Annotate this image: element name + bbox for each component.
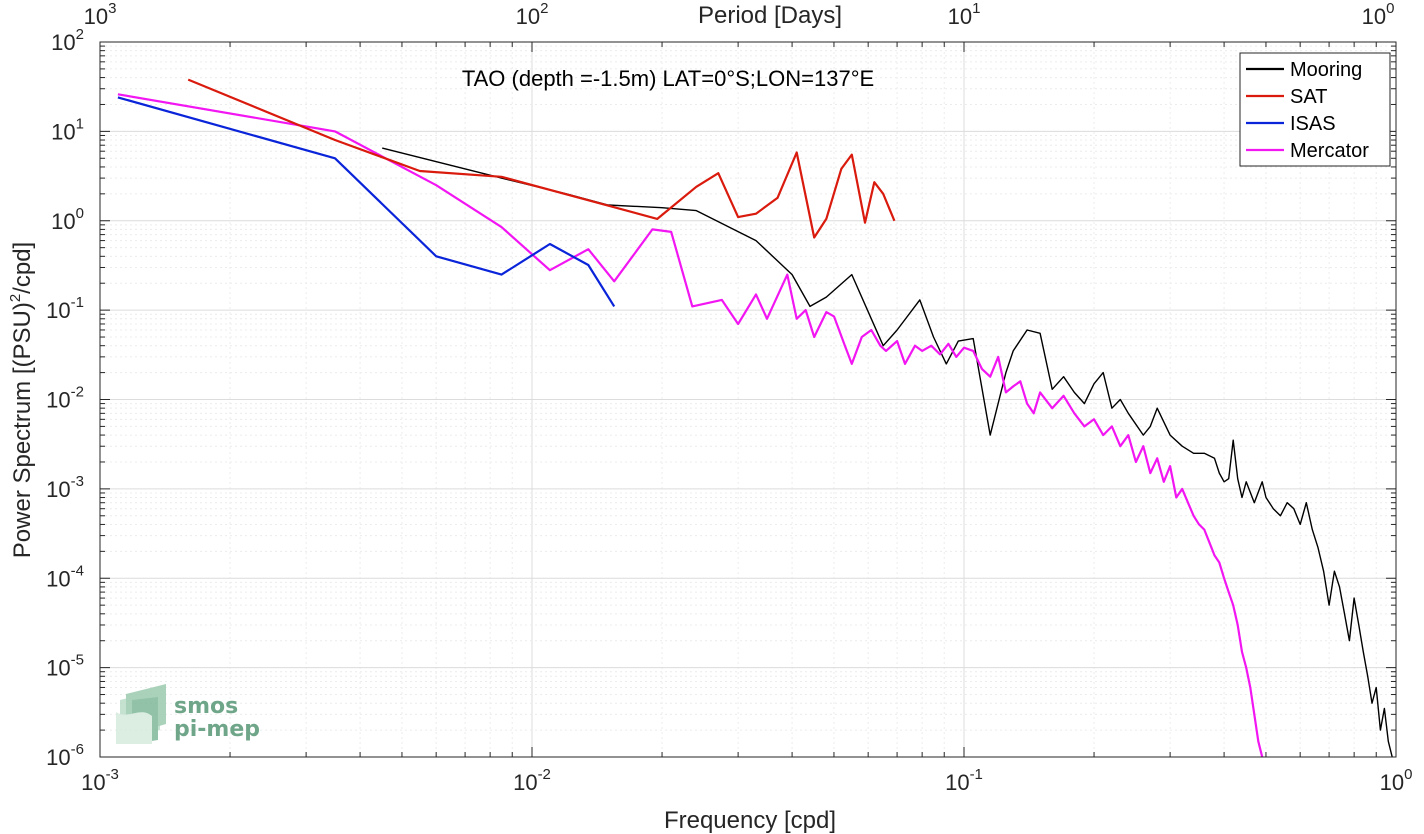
series-line-mercator: [117, 93, 1264, 758]
legend-box: [1239, 52, 1391, 167]
series-layer: [117, 78, 1393, 758]
logo-mark: [116, 684, 166, 744]
x-tick-label: 10-3: [81, 766, 119, 795]
series-line-sat: [187, 78, 896, 239]
legend-label-mercator: Mercator: [1290, 140, 1369, 162]
axis-ticks: [99, 42, 1396, 758]
y-tick-label: 10-5: [46, 652, 84, 681]
x-axis-label: Frequency [cpd]: [664, 807, 836, 834]
y-tick-label: 10-4: [46, 562, 84, 591]
series-line-isas: [117, 96, 616, 307]
y-axis-label: Power Spectrum [(PSU)2/cpd]: [7, 242, 36, 558]
top-tick-label: 101: [948, 0, 981, 29]
y-tick-label: 10-3: [46, 473, 84, 502]
y-tick-label: 100: [51, 205, 84, 234]
y-tick-label: 101: [51, 115, 84, 144]
legend-label-sat: SAT: [1290, 86, 1327, 108]
top-tick-label: 102: [516, 0, 549, 29]
logo-text-pimep: pi-mep: [174, 717, 260, 742]
x-tick-label: 10-1: [945, 766, 983, 795]
chart-title: TAO (depth =-1.5m) LAT=0°S;LON=137°E: [462, 66, 874, 91]
x-tick-label: 100: [1380, 766, 1413, 795]
legend: Mooring SAT ISAS Mercator: [1239, 52, 1391, 167]
top-tick-label: 103: [84, 0, 117, 29]
grid: [99, 42, 1396, 758]
top-tick-label: 100: [1362, 0, 1395, 29]
legend-label-isas: ISAS: [1290, 113, 1336, 135]
y-tick-label: 102: [51, 26, 84, 55]
y-tick-label: 10-2: [46, 384, 84, 413]
series-line-mooring: [382, 147, 1393, 758]
smos-logo: smos pi-mep: [116, 684, 260, 744]
logo-text-smos: smos: [174, 694, 238, 719]
y-tick-label: 10-6: [46, 741, 84, 770]
y-tick-label: 10-1: [46, 294, 84, 323]
x-tick-label: 10-2: [513, 766, 551, 795]
top-axis-label: Period [Days]: [698, 2, 842, 29]
legend-label-mooring: Mooring: [1290, 59, 1362, 81]
